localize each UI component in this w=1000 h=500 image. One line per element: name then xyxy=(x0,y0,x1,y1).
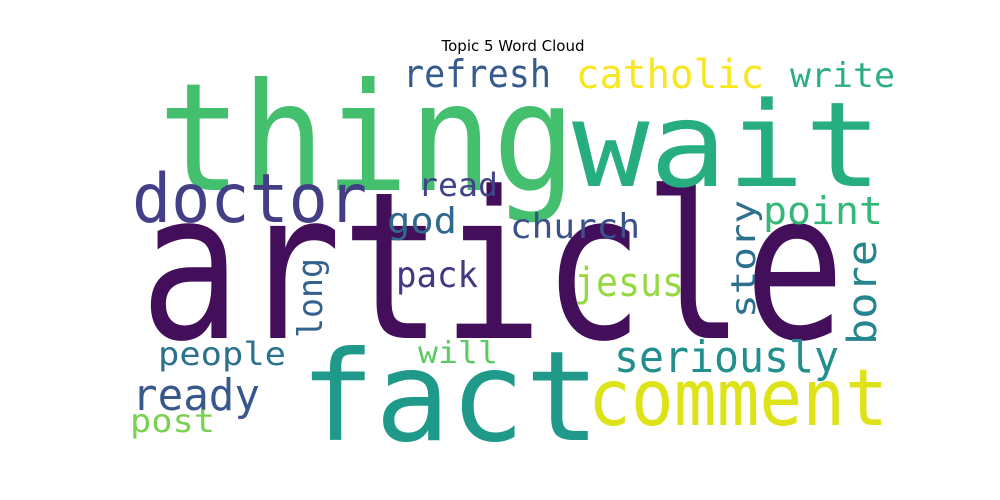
word-wait: wait xyxy=(572,76,882,214)
word-fact: fact xyxy=(300,325,600,470)
word-seriously: seriously xyxy=(614,332,839,383)
word-bore: bore xyxy=(840,240,886,345)
word-write: write xyxy=(790,56,895,96)
word-doctor: doctor xyxy=(132,160,367,239)
word-pack: pack xyxy=(396,255,478,296)
word-comment: comment xyxy=(588,354,888,444)
word-jesus: jesus xyxy=(574,260,684,306)
word-read: read xyxy=(418,166,498,204)
word-point: point xyxy=(763,189,883,233)
word-story: story xyxy=(724,200,764,318)
word-catholic: catholic xyxy=(576,52,764,98)
word-god: god xyxy=(387,201,457,242)
word-will: will xyxy=(418,336,498,371)
word-refresh: refresh xyxy=(403,52,551,96)
word-people: people xyxy=(158,335,286,373)
word-post: post xyxy=(130,402,215,440)
word-article: article xyxy=(140,149,845,387)
word-church: church xyxy=(510,207,640,247)
word-long: long xyxy=(291,258,331,338)
chart-title: Topic 5 Word Cloud xyxy=(441,37,585,55)
word-ready: ready xyxy=(132,370,260,421)
word-thing: thing xyxy=(158,52,576,226)
